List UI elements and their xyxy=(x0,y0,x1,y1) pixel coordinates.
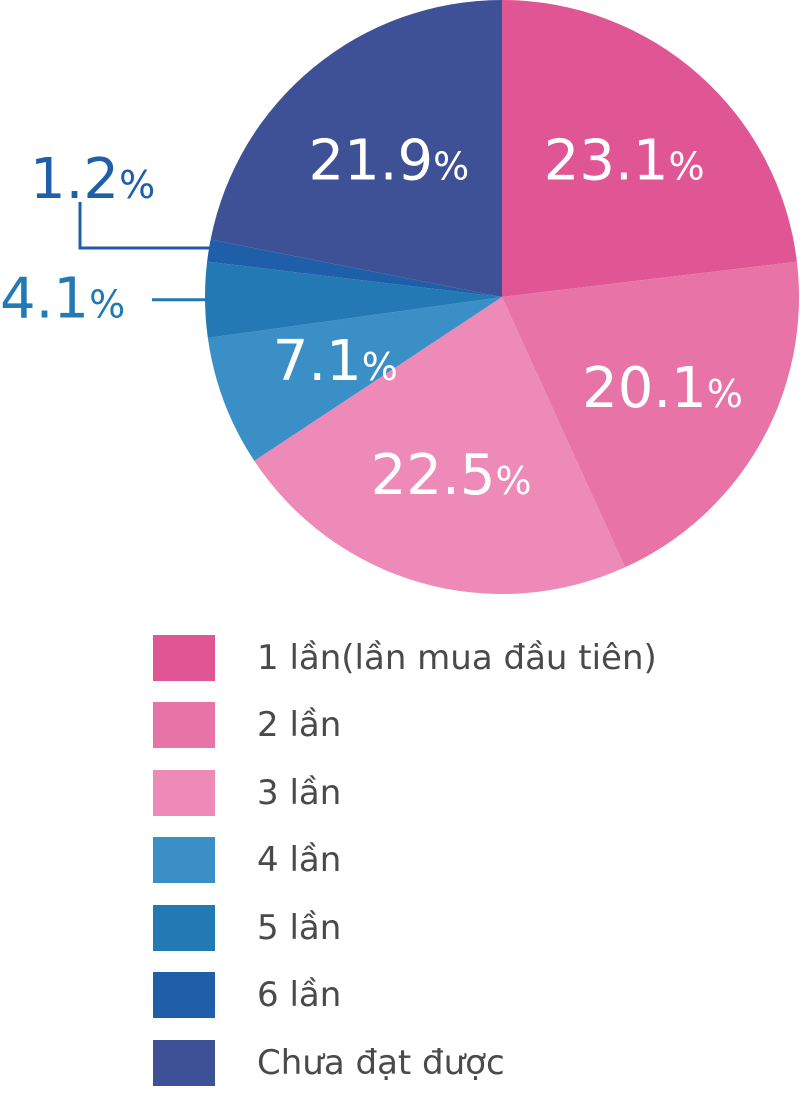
legend-swatch xyxy=(153,634,215,681)
pie-slice xyxy=(207,239,502,297)
legend-swatch xyxy=(153,702,215,749)
pie-slice xyxy=(204,261,502,338)
legend-item-2: 2 lần xyxy=(153,692,657,760)
legend-swatch xyxy=(153,904,215,951)
legend-item-3: 3 lần xyxy=(153,759,657,827)
data-label: 1.2% xyxy=(30,147,155,212)
pie-slice xyxy=(210,0,502,297)
legend-label: 6 lần xyxy=(257,975,342,1016)
legend-label: 1 lần(lần mua đầu tiên) xyxy=(257,637,657,678)
legend-item-1: 1 lần(lần mua đầu tiên) xyxy=(153,624,657,692)
legend-swatch xyxy=(153,1039,215,1086)
legend-swatch xyxy=(153,769,215,816)
legend-item-6: 6 lần xyxy=(153,962,657,1030)
data-label: 4.1% xyxy=(0,267,125,332)
legend-label: 2 lần xyxy=(257,705,342,746)
pie-chart: 23.1% 20.1% 22.5% 7.1% 21.9% 4.1% 1.2% xyxy=(0,0,799,594)
legend-label: 3 lần xyxy=(257,772,342,813)
pie-slice xyxy=(207,297,503,461)
data-label: 21.9% xyxy=(308,128,469,193)
pie-slice xyxy=(502,0,797,297)
legend-swatch xyxy=(153,972,215,1019)
legend-item-7: Chưa đạt được xyxy=(153,1029,657,1097)
legend-swatch xyxy=(153,837,215,884)
chart-legend: 1 lần(lần mua đầu tiên) 2 lần 3 lần 4 lầ… xyxy=(153,624,657,1097)
legend-label: Chưa đạt được xyxy=(257,1042,505,1083)
legend-label: 5 lần xyxy=(257,907,342,948)
pie-slice xyxy=(502,261,799,568)
leader-line xyxy=(78,202,215,250)
data-label: 23.1% xyxy=(544,128,705,193)
data-label: 20.1% xyxy=(582,356,743,421)
data-label: 22.5% xyxy=(371,443,532,508)
legend-item-4: 4 lần xyxy=(153,827,657,895)
pie-slice xyxy=(254,297,626,594)
data-label: 7.1% xyxy=(273,329,398,394)
legend-item-5: 5 lần xyxy=(153,894,657,962)
legend-label: 4 lần xyxy=(257,840,342,881)
